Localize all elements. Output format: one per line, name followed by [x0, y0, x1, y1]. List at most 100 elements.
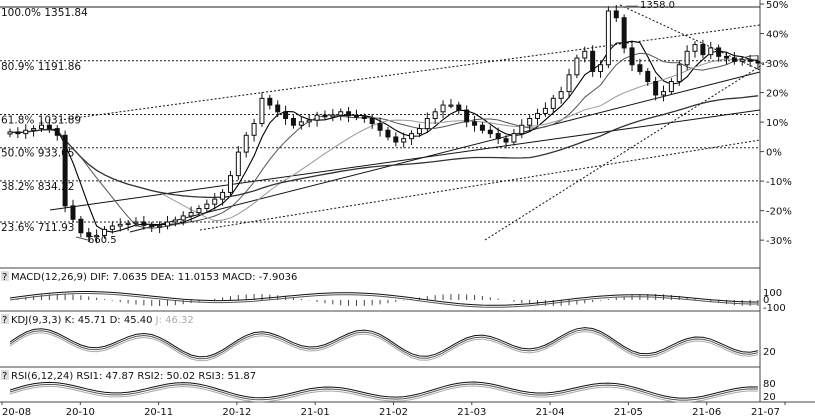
candle-body-2 [23, 129, 29, 135]
candle-body-85 [676, 64, 682, 83]
candle-body-48 [385, 129, 391, 138]
candle-body-35 [283, 111, 289, 119]
candle-body-45 [361, 116, 367, 119]
candle-body-20 [164, 221, 170, 227]
candle-body-88 [700, 44, 706, 56]
candle-body-29 [235, 151, 241, 177]
candle-body-4 [38, 124, 44, 130]
candle-body-30 [243, 134, 249, 153]
candle-body-52 [416, 128, 422, 135]
kdj-k-line [9, 327, 759, 358]
fib-label-5: 23.6% 711.93 [1, 222, 74, 234]
moving-averages [9, 40, 759, 233]
x-tick-label-2: 20-11 [144, 407, 173, 418]
rsi-3: RSI3: 51.87 [198, 371, 256, 382]
candlesticks [7, 4, 761, 244]
candle-body-22 [180, 215, 186, 221]
fib-label-1: 80.9% 1191.86 [1, 61, 81, 73]
candle-body-28 [227, 175, 233, 193]
rsi-plot [9, 381, 759, 403]
kdj-d-line [9, 329, 759, 360]
candle-body-21 [172, 219, 178, 223]
y-tick-label-6: -10% [766, 177, 792, 188]
y-tick-label-1: 40% [766, 30, 788, 41]
candle-body-34 [275, 104, 281, 113]
candle-body-9 [78, 218, 84, 234]
svg-text:MACD(12,26,9) DIF: 7.0635 DEA:: MACD(12,26,9) DIF: 7.0635 DEA: 11.0153 M… [11, 272, 297, 283]
candle-body-57 [456, 104, 462, 111]
kdj-k: K: 45.71 [65, 315, 107, 326]
x-tick-label-4: 21-01 [301, 407, 330, 418]
svg-text:KDJ(9,3,3) K: 45.71 D: 45.40 J: KDJ(9,3,3) K: 45.71 D: 45.40 J: 46.32 [11, 315, 194, 326]
high-annotation: 1358.0 [640, 0, 675, 11]
candle-body-15 [125, 222, 131, 226]
low-annotation: 660.5 [88, 235, 117, 246]
ascending-support-line [484, 59, 771, 241]
y-axis-ticks: 50% 40% 30% 20% 10% 0% -10% -20% -30% [760, 0, 792, 247]
candle-body-11 [94, 234, 100, 238]
svg-text:RSI(6,12,24) RSI1: 47.87 RSI2:: RSI(6,12,24) RSI1: 47.87 RSI2: 50.02 RSI… [11, 371, 256, 382]
candle-body-75 [598, 64, 604, 72]
fib-label-4: 38.2% 834.22 [1, 181, 74, 193]
rsi2-line [9, 383, 759, 401]
x-tick-label-10: 21-07 [751, 407, 780, 418]
macd-tick-0: 0 [763, 295, 769, 306]
candle-body-92 [731, 57, 737, 62]
candle-body-14 [117, 223, 123, 227]
candle-body-81 [645, 70, 651, 83]
kdj-tick-20: 20 [763, 347, 776, 358]
candle-body-74 [590, 50, 596, 72]
candle-body-63 [503, 138, 509, 143]
candle-body-46 [369, 117, 375, 125]
rsi-header: ? RSI(6,12,24) RSI1: 47.87 RSI2: 50.02 R… [1, 370, 256, 382]
rsi-help-box[interactable] [1, 370, 9, 380]
macd-dea-line [9, 293, 758, 308]
x-axis: 20-08 20-10 20-11 20-12 21-01 21-02 21-03 21-04… [1, 402, 786, 418]
candle-body-13 [109, 225, 115, 230]
rsi-1: RSI1: 47.87 [76, 371, 134, 382]
fib-label-0: 100.0% 1351.84 [1, 7, 88, 19]
macd-tick-100: 100 [763, 288, 782, 299]
candle-body-73 [582, 50, 588, 59]
y-tick-label-8: -30% [766, 236, 792, 247]
kdj-help-box[interactable] [1, 314, 9, 324]
candle-body-16 [133, 221, 139, 224]
candle-body-93 [739, 59, 745, 62]
fib-label-2: 61.8% 1031.89 [1, 114, 81, 126]
candle-body-10 [86, 232, 92, 238]
x-tick-label-1: 20-10 [66, 407, 95, 418]
candle-body-58 [464, 109, 470, 123]
candle-body-24 [196, 208, 202, 214]
macd-header: ? MACD(12,26,9) DIF: 7.0635 DEA: 11.0153… [1, 271, 297, 283]
candle-body-44 [353, 115, 359, 118]
candle-body-5 [46, 124, 52, 130]
kdj-j: J: 46.32 [155, 315, 194, 326]
candle-body-56 [448, 104, 454, 107]
candle-body-62 [495, 133, 501, 140]
candle-body-12 [101, 228, 107, 236]
y-tick-label-3: 20% [766, 89, 788, 100]
candle-body-36 [290, 117, 296, 126]
candle-body-69 [550, 97, 556, 109]
y-tick-label-5: 0% [766, 148, 782, 159]
x-tick-label-6: 21-03 [457, 407, 486, 418]
x-tick-label-9: 21-06 [692, 407, 721, 418]
candle-body-94 [747, 59, 753, 62]
macd-plot [9, 291, 759, 308]
candle-body-17 [141, 221, 147, 226]
macd-help-box[interactable] [1, 271, 9, 281]
rsi-2: RSI2: 50.02 [137, 371, 195, 382]
x-tick-label-5: 21-02 [379, 407, 408, 418]
kdj-j-line [9, 331, 759, 362]
candle-body-31 [251, 123, 257, 136]
candle-body-66 [527, 117, 533, 126]
ma-5-line [9, 40, 759, 233]
upper-channel-line [59, 24, 761, 121]
candle-body-59 [472, 121, 478, 126]
candle-body-39 [314, 114, 320, 121]
rsi-tick-20: 20 [763, 392, 776, 403]
fib-label-3: 50.0% 933.05 [1, 148, 74, 160]
macd-dif-line [9, 291, 758, 306]
kdj-label: KDJ(9,3,3) [11, 315, 62, 326]
